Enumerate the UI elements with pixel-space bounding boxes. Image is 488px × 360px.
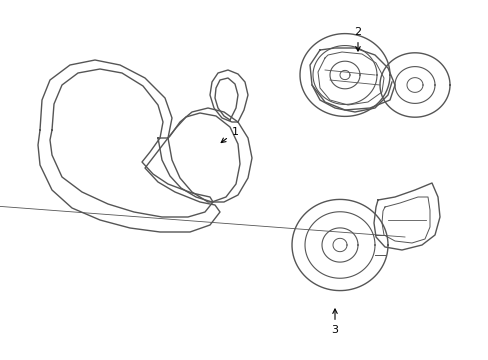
Text: 2: 2 (354, 27, 361, 51)
Text: 3: 3 (331, 309, 338, 335)
Text: 1: 1 (221, 127, 238, 143)
